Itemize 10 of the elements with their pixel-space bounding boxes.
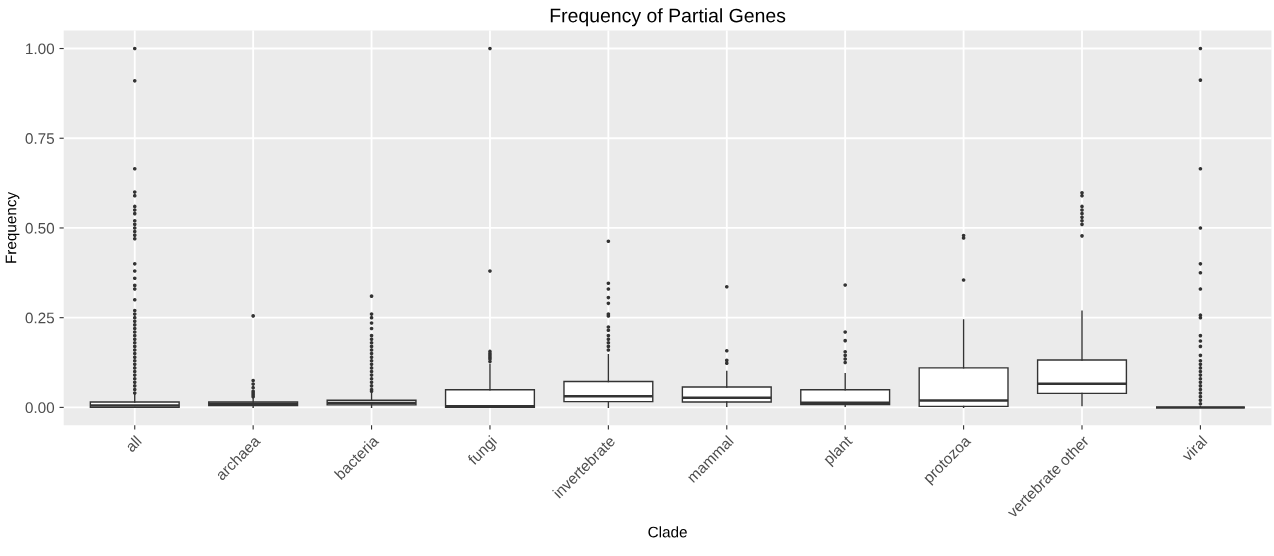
y-tick-label: 1.00 (26, 43, 55, 55)
x-tick-label: viral (1180, 435, 1208, 463)
y-tick-label: 0.75 (25, 133, 55, 144)
y-axis-title: Frequency (5, 191, 20, 263)
y-tick-label: 0.50 (25, 222, 55, 234)
x-axis-title: Clade (648, 526, 687, 538)
chart-title: Frequency of Partial Genes (550, 8, 786, 27)
x-tick-label: all (124, 435, 142, 453)
y-tick-label: 0.00 (25, 402, 55, 414)
y-tick-label: 0.25 (25, 312, 55, 324)
